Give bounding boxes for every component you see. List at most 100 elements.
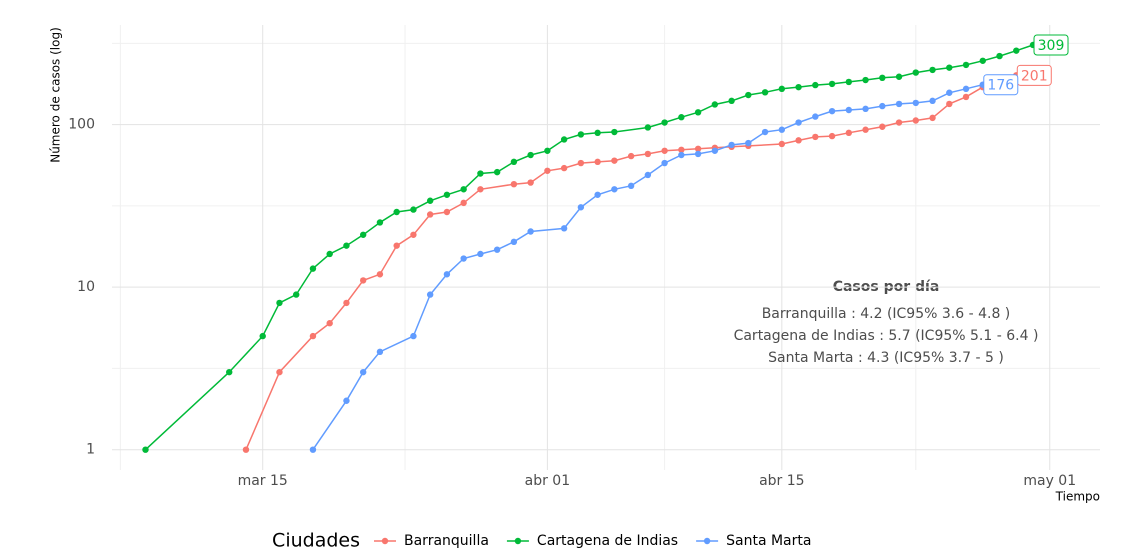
data-point	[812, 81, 819, 89]
data-point	[879, 74, 886, 82]
data-point	[912, 69, 919, 76]
data-point	[544, 167, 551, 174]
data-point	[410, 332, 417, 340]
data-point	[527, 228, 534, 235]
annotation-line: Santa Marta : 4.3 (IC95% 3.7 - 5 )	[768, 350, 1004, 366]
legend-dot	[381, 537, 389, 545]
data-point	[979, 57, 986, 64]
data-point	[560, 136, 568, 143]
data-point	[879, 102, 886, 110]
end-label-box	[983, 74, 1019, 96]
y-axis-label: Número de casos (log)	[49, 27, 63, 163]
data-point	[929, 114, 936, 122]
legend-label: Santa Marta	[726, 533, 811, 549]
x-axis-label: Tiempo	[1055, 490, 1100, 504]
data-point	[493, 246, 501, 253]
data-point	[426, 291, 434, 298]
data-point	[577, 204, 585, 211]
data-point	[661, 119, 668, 126]
data-point	[359, 368, 367, 376]
y-tick-label: 1	[86, 442, 95, 458]
data-point	[560, 225, 568, 232]
data-point	[678, 114, 685, 121]
end-label: 309	[1038, 38, 1065, 54]
data-point	[410, 206, 417, 213]
legend-dot	[514, 537, 522, 545]
data-point	[443, 191, 451, 198]
data-point	[761, 89, 769, 96]
data-point	[644, 150, 652, 158]
data-point	[845, 129, 853, 137]
data-point	[745, 139, 752, 147]
x-tick-label: abr 15	[759, 473, 805, 489]
data-point	[594, 158, 601, 166]
data-point	[962, 61, 970, 69]
data-point	[795, 137, 802, 144]
data-point	[828, 132, 836, 140]
grid	[112, 25, 1100, 470]
data-point	[293, 291, 300, 298]
data-point	[259, 332, 266, 340]
legend-title: Ciudades	[272, 530, 360, 552]
data-point	[510, 158, 518, 166]
data-point	[962, 93, 970, 101]
data-point	[426, 197, 434, 204]
data-point	[477, 170, 484, 177]
y-tick-label: 100	[68, 117, 95, 133]
series-line	[312, 83, 983, 451]
end-label: 176	[987, 78, 1014, 94]
data-point	[376, 219, 384, 226]
data-point	[343, 242, 350, 249]
data-point	[527, 179, 534, 186]
data-point	[594, 129, 601, 137]
data-point	[862, 76, 869, 84]
data-point	[376, 348, 384, 356]
data-point	[510, 238, 518, 246]
data-point	[795, 119, 802, 126]
y-tick-label: 10	[77, 279, 95, 295]
data-point	[778, 126, 786, 133]
data-point	[276, 299, 283, 307]
data-point	[309, 446, 317, 453]
data-point	[460, 186, 467, 193]
data-point	[745, 91, 752, 99]
end-label: 201	[1021, 68, 1048, 84]
data-point	[895, 119, 903, 126]
data-point	[359, 277, 367, 284]
data-point	[661, 159, 668, 167]
data-point	[678, 151, 685, 159]
annotation-line: Barranquilla : 4.2 (IC95% 3.6 - 4.8 )	[762, 306, 1011, 322]
end-label-box	[1033, 34, 1069, 56]
data-point	[627, 152, 635, 160]
data-point	[326, 250, 333, 258]
data-point	[761, 128, 769, 136]
data-point	[711, 147, 719, 154]
data-point	[611, 157, 618, 164]
data-point	[778, 140, 786, 148]
data-point	[644, 124, 652, 131]
data-point	[644, 171, 652, 179]
data-point	[611, 186, 618, 193]
data-point	[728, 141, 735, 149]
data-point	[359, 231, 367, 238]
x-tick-label: mar 15	[238, 473, 288, 489]
data-point	[694, 150, 702, 158]
data-point	[376, 271, 384, 278]
data-point	[443, 208, 451, 216]
data-point	[996, 52, 1003, 60]
data-point	[477, 250, 484, 258]
data-point	[895, 73, 903, 80]
data-point	[627, 182, 635, 190]
data-point	[460, 255, 467, 262]
data-point	[895, 100, 903, 108]
data-point	[678, 146, 685, 153]
x-tick-label: abr 01	[525, 473, 571, 489]
data-point	[393, 208, 400, 216]
data-point	[477, 186, 484, 193]
data-point	[912, 117, 919, 124]
annotation-line: Cartagena de Indias : 5.7 (IC95% 5.1 - 6…	[734, 328, 1039, 344]
data-point	[828, 107, 836, 115]
data-point	[862, 105, 869, 113]
data-point	[912, 99, 919, 107]
